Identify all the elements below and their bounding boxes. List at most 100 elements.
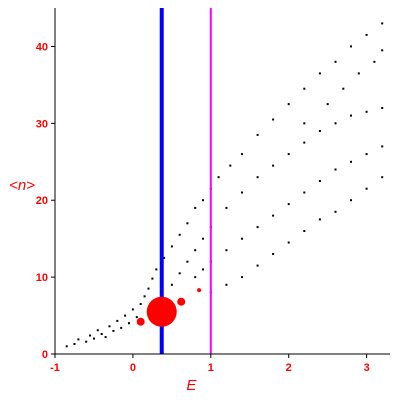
data-point (120, 326, 123, 329)
y-tick-label: 40 (36, 41, 48, 53)
data-point (365, 153, 368, 156)
data-point (272, 253, 275, 255)
data-point (303, 191, 306, 194)
data-point (334, 122, 337, 125)
y-axis-label: <n> (9, 177, 35, 194)
data-point (139, 303, 142, 305)
axes (54, 8, 390, 355)
data-point (241, 153, 243, 156)
data-point (194, 276, 197, 279)
data-point (135, 316, 138, 319)
data-point (202, 199, 204, 202)
data-point (272, 118, 275, 121)
data-point (170, 283, 173, 286)
y-tick-label: 20 (36, 195, 48, 207)
data-point (143, 295, 146, 298)
data-point (326, 103, 329, 106)
data-point (272, 214, 275, 217)
data-point (96, 329, 99, 332)
bubble-marker (146, 296, 177, 327)
data-point (131, 308, 134, 311)
data-point (229, 164, 232, 167)
data-point (225, 283, 228, 286)
x-tick-label: 0 (130, 362, 136, 374)
data-point (303, 122, 306, 125)
data-point (381, 22, 384, 25)
data-point (155, 268, 158, 271)
data-point (241, 237, 243, 240)
data-point (350, 160, 352, 163)
data-point (194, 206, 197, 209)
data-point (318, 130, 321, 132)
data-point (287, 103, 290, 106)
data-point (194, 249, 197, 252)
data-point (318, 218, 321, 221)
data-point (303, 87, 306, 90)
data-point (350, 199, 352, 202)
data-point (350, 114, 352, 117)
x-tick-label: -1 (50, 362, 60, 374)
data-point (217, 176, 220, 179)
data-point (241, 276, 243, 279)
data-point (256, 264, 259, 267)
bubble-marker (197, 288, 202, 293)
data-point (256, 226, 259, 229)
data-point (256, 133, 259, 136)
data-point (357, 72, 360, 75)
data-point (89, 334, 92, 337)
data-point (241, 191, 243, 194)
data-point (225, 206, 228, 209)
data-point (186, 260, 189, 263)
data-point (104, 336, 107, 339)
data-point (365, 33, 368, 36)
bubble-marker (177, 297, 186, 306)
data-point (85, 340, 88, 343)
data-point (202, 268, 204, 271)
data-point (287, 203, 290, 206)
data-point (225, 249, 228, 252)
x-axis-label: E (186, 377, 197, 394)
data-point (124, 314, 127, 317)
data-point (365, 110, 368, 113)
data-point (334, 210, 337, 213)
data-point (108, 325, 111, 328)
data-point (147, 287, 150, 290)
bubble-marker (136, 317, 145, 326)
data-point (373, 60, 376, 63)
data-point (381, 107, 384, 109)
data-point (128, 322, 130, 325)
data-point (65, 345, 68, 348)
data-point (303, 141, 306, 144)
data-point (318, 180, 321, 182)
data-point (381, 49, 384, 52)
data-point (112, 329, 115, 332)
data-point (381, 145, 384, 148)
data-point (272, 164, 275, 167)
data-point (334, 168, 337, 171)
data-point (116, 319, 119, 322)
data-point (334, 60, 337, 63)
data-point (170, 245, 173, 248)
data-point (178, 233, 181, 236)
x-tick-label: 1 (208, 362, 214, 374)
data-point (73, 343, 76, 345)
data-point (342, 87, 345, 90)
x-tick-label: 2 (286, 362, 292, 374)
data-point (186, 222, 189, 225)
y-tick-label: 30 (36, 118, 48, 130)
data-point (303, 230, 306, 232)
data-point (100, 333, 103, 335)
data-point (381, 176, 384, 179)
data-point (256, 176, 259, 179)
y-tick-label: 10 (36, 272, 48, 284)
x-tick-label: 3 (364, 362, 370, 374)
data-point (287, 153, 290, 156)
data-point (318, 72, 321, 75)
data-point (178, 272, 181, 275)
data-point (151, 277, 154, 280)
data-point (350, 45, 352, 48)
data-point (77, 338, 80, 341)
data-point (93, 337, 95, 340)
